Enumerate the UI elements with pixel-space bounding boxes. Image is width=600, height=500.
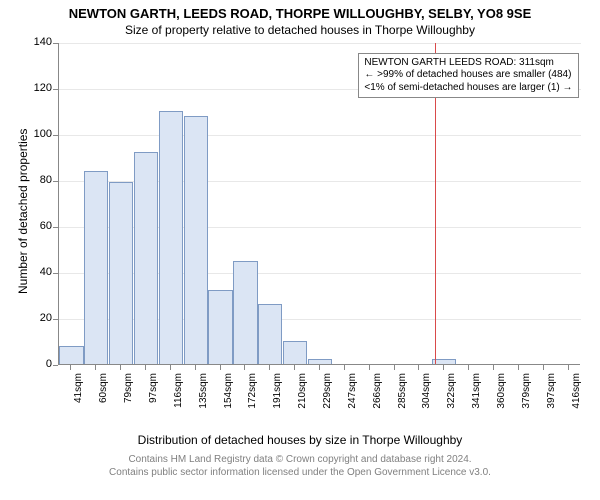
footer: Contains HM Land Registry data © Crown c… <box>0 447 600 479</box>
xtick-mark <box>195 365 196 370</box>
xtick-label: 41sqm <box>73 373 84 418</box>
ytick-label: 140 <box>22 36 52 48</box>
xtick-label: 154sqm <box>223 373 234 418</box>
ytick-mark <box>53 365 58 366</box>
xtick-mark <box>543 365 544 370</box>
bar <box>233 261 257 365</box>
ytick-label: 120 <box>22 82 52 94</box>
ytick-label: 100 <box>22 128 52 140</box>
xtick-mark <box>220 365 221 370</box>
ytick-label: 20 <box>22 312 52 324</box>
xtick-label: 97sqm <box>148 373 159 418</box>
bar <box>308 359 332 364</box>
xtick-label: 322sqm <box>446 373 457 418</box>
xtick-mark <box>568 365 569 370</box>
gridline <box>59 135 581 136</box>
xtick-label: 135sqm <box>198 373 209 418</box>
xtick-mark <box>319 365 320 370</box>
ytick-mark <box>53 43 58 44</box>
xtick-mark <box>95 365 96 370</box>
xtick-mark <box>170 365 171 370</box>
ytick-mark <box>53 273 58 274</box>
xtick-label: 60sqm <box>98 373 109 418</box>
xtick-label: 191sqm <box>272 373 283 418</box>
ytick-label: 60 <box>22 220 52 232</box>
xtick-mark <box>468 365 469 370</box>
xtick-label: 341sqm <box>471 373 482 418</box>
x-axis-label: Distribution of detached houses by size … <box>0 433 600 447</box>
xtick-label: 116sqm <box>173 373 184 418</box>
ytick-label: 0 <box>22 358 52 370</box>
chart-container: Number of detached properties NEWTON GAR… <box>0 39 600 433</box>
xtick-label: 416sqm <box>571 373 582 418</box>
page-title: NEWTON GARTH, LEEDS ROAD, THORPE WILLOUG… <box>0 0 600 21</box>
bar <box>184 116 208 364</box>
xtick-mark <box>120 365 121 370</box>
xtick-mark <box>344 365 345 370</box>
xtick-mark <box>70 365 71 370</box>
footer-line-1: Contains HM Land Registry data © Crown c… <box>0 453 600 466</box>
bar <box>208 290 232 364</box>
ytick-mark <box>53 227 58 228</box>
bar <box>283 341 307 364</box>
bar <box>159 111 183 364</box>
xtick-mark <box>244 365 245 370</box>
ytick-mark <box>53 181 58 182</box>
bar <box>59 346 83 364</box>
ytick-label: 40 <box>22 266 52 278</box>
xtick-label: 360sqm <box>496 373 507 418</box>
xtick-mark <box>394 365 395 370</box>
xtick-mark <box>518 365 519 370</box>
xtick-mark <box>145 365 146 370</box>
page-subtitle: Size of property relative to detached ho… <box>0 21 600 39</box>
xtick-label: 266sqm <box>372 373 383 418</box>
ytick-label: 80 <box>22 174 52 186</box>
gridline <box>59 43 581 44</box>
bar <box>109 182 133 364</box>
xtick-label: 229sqm <box>322 373 333 418</box>
bar <box>84 171 108 364</box>
xtick-label: 379sqm <box>521 373 532 418</box>
xtick-label: 397sqm <box>546 373 557 418</box>
xtick-mark <box>269 365 270 370</box>
xtick-mark <box>369 365 370 370</box>
footer-line-2: Contains public sector information licen… <box>0 466 600 479</box>
bar <box>134 152 158 364</box>
xtick-mark <box>493 365 494 370</box>
bar <box>258 304 282 364</box>
xtick-label: 210sqm <box>297 373 308 418</box>
annotation-line: NEWTON GARTH LEEDS ROAD: 311sqm <box>364 57 572 70</box>
annotation-line: ← >99% of detached houses are smaller (4… <box>364 69 572 82</box>
xtick-label: 285sqm <box>397 373 408 418</box>
annotation-line: <1% of semi-detached houses are larger (… <box>364 82 572 95</box>
xtick-mark <box>418 365 419 370</box>
xtick-label: 172sqm <box>247 373 258 418</box>
annotation-box: NEWTON GARTH LEEDS ROAD: 311sqm← >99% of… <box>358 53 578 99</box>
ytick-mark <box>53 319 58 320</box>
ytick-mark <box>53 89 58 90</box>
ytick-mark <box>53 135 58 136</box>
xtick-mark <box>443 365 444 370</box>
xtick-mark <box>294 365 295 370</box>
xtick-label: 79sqm <box>123 373 134 418</box>
plot-area: NEWTON GARTH LEEDS ROAD: 311sqm← >99% of… <box>58 43 580 365</box>
xtick-label: 247sqm <box>347 373 358 418</box>
xtick-label: 304sqm <box>421 373 432 418</box>
